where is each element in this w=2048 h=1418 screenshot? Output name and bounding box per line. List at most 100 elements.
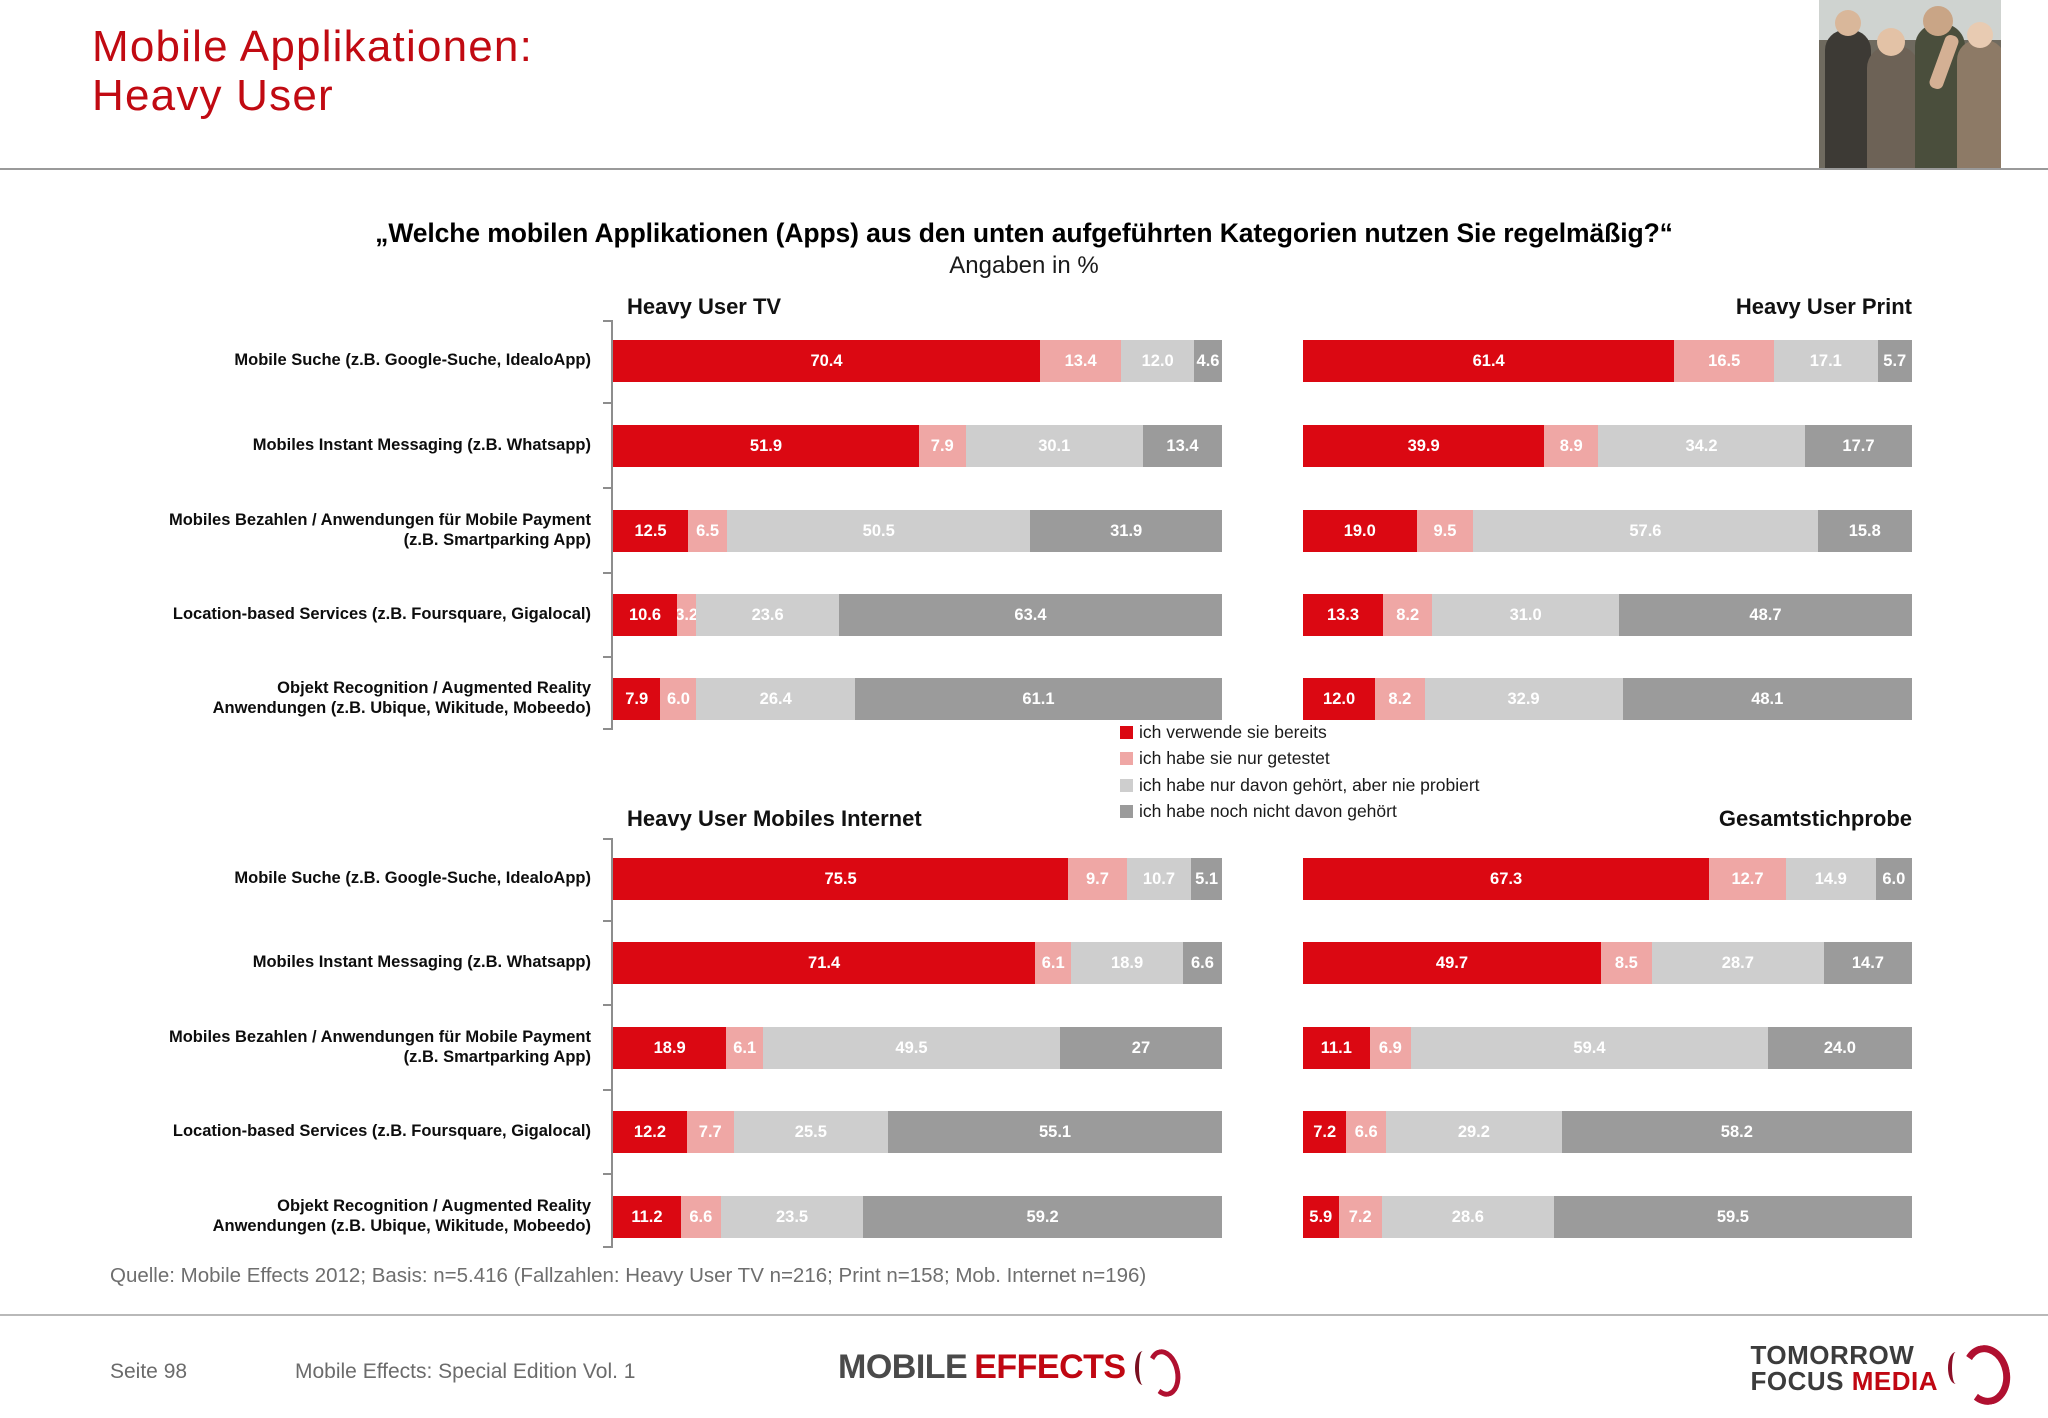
bar-segment: 8.2 bbox=[1383, 594, 1433, 636]
bar-segment: 7.7 bbox=[686, 1111, 734, 1153]
bar-value-label: 24.0 bbox=[1823, 1038, 1856, 1057]
category-label: Objekt Recognition / Augmented Reality A… bbox=[212, 679, 591, 718]
bar-segment: 9.7 bbox=[1068, 858, 1127, 900]
bar-value-label: 6.0 bbox=[666, 689, 690, 708]
axis-tick bbox=[603, 1173, 611, 1175]
bar-value-label: 8.5 bbox=[1614, 953, 1638, 972]
bar-value-label: 57.6 bbox=[1629, 521, 1662, 540]
page-number: Seite 98 bbox=[110, 1360, 188, 1383]
bar-value-label: 59.5 bbox=[1716, 1207, 1749, 1226]
bar-segment: 6.6 bbox=[680, 1196, 721, 1238]
bar-value-label: 6.5 bbox=[696, 521, 720, 540]
stacked-bar: 67.3 12.7 14.9 6.0 bbox=[1303, 858, 1912, 900]
bar-segment: 5.1 bbox=[1191, 858, 1222, 900]
bar-segment: 6.1 bbox=[726, 1027, 763, 1069]
bar-segment: 6.5 bbox=[688, 510, 728, 552]
bar-value-label: 31.9 bbox=[1110, 521, 1143, 540]
bar-value-label: 4.6 bbox=[1196, 351, 1220, 370]
question-text: „Welche mobilen Applikationen (Apps) aus… bbox=[375, 218, 1673, 248]
chart-legend: ich verwende sie bereits ich habe sie nur… bbox=[1120, 722, 1480, 828]
bar-value-label: 6.1 bbox=[1041, 953, 1065, 972]
bar-segment: 7.9 bbox=[613, 678, 661, 720]
bar-value-label: 67.3 bbox=[1490, 869, 1523, 888]
bar-value-label: 16.5 bbox=[1708, 351, 1741, 370]
legend-label: ich verwende sie bereits bbox=[1139, 721, 1327, 742]
bar-value-label: 18.9 bbox=[1111, 953, 1144, 972]
bar-segment: 28.7 bbox=[1651, 942, 1824, 984]
bar-segment: 8.9 bbox=[1544, 425, 1599, 467]
category-label: Location-based Services (z.B. Foursquare… bbox=[172, 1122, 591, 1140]
bar-segment: 25.5 bbox=[733, 1111, 889, 1153]
bar-segment: 6.6 bbox=[1346, 1111, 1387, 1153]
bar-segment: 13.4 bbox=[1040, 340, 1122, 382]
chart-title-print: Heavy User Print bbox=[1735, 294, 1912, 319]
bar-value-label: 59.4 bbox=[1573, 1038, 1606, 1057]
axis-tick bbox=[603, 320, 611, 322]
bar-segment: 49.7 bbox=[1303, 942, 1601, 984]
bar-value-label: 11.2 bbox=[631, 1207, 663, 1226]
bar-value-label: 14.7 bbox=[1851, 953, 1884, 972]
bar-segment: 51.9 bbox=[613, 425, 919, 467]
stacked-bar: 19.0 9.5 57.6 15.8 bbox=[1303, 510, 1912, 552]
bar-value-label: 34.2 bbox=[1685, 436, 1718, 455]
bar-segment: 10.6 bbox=[613, 594, 678, 636]
bar-value-label: 5.1 bbox=[1195, 869, 1219, 888]
bar-value-label: 5.9 bbox=[1309, 1207, 1333, 1226]
bar-value-label: 12.7 bbox=[1731, 869, 1764, 888]
bar-segment: 48.7 bbox=[1618, 594, 1912, 636]
axis-tick bbox=[603, 838, 611, 840]
bar-value-label: 30.1 bbox=[1038, 436, 1071, 455]
bar-value-label: 10.7 bbox=[1142, 869, 1176, 888]
bar-value-label: 63.4 bbox=[1014, 605, 1047, 624]
bar-value-label: 19.0 bbox=[1343, 521, 1376, 540]
bar-value-label: 50.5 bbox=[862, 521, 895, 540]
stacked-bar: 61.4 16.5 17.1 5.7 bbox=[1303, 340, 1912, 382]
source-note: Quelle: Mobile Effects 2012; Basis: n=5.… bbox=[110, 1264, 1147, 1287]
bar-value-label: 17.1 bbox=[1809, 351, 1842, 370]
legend-swatch-icon bbox=[1120, 725, 1133, 739]
bar-segment: 30.1 bbox=[965, 425, 1143, 467]
bar-value-label: 6.6 bbox=[1354, 1122, 1378, 1141]
bar-segment: 4.6 bbox=[1194, 340, 1222, 382]
bar-value-label: 14.9 bbox=[1814, 869, 1847, 888]
axis-tick bbox=[603, 487, 611, 489]
bar-segment: 6.9 bbox=[1369, 1027, 1412, 1069]
bar-segment: 8.2 bbox=[1375, 678, 1425, 720]
bar-value-label: 75.5 bbox=[824, 869, 857, 888]
category-label: Mobile Suche (z.B. Google-Suche, IdealoA… bbox=[234, 351, 591, 369]
bar-segment: 59.5 bbox=[1553, 1196, 1912, 1238]
bar-segment: 34.2 bbox=[1598, 425, 1805, 467]
bar-value-label: 7.2 bbox=[1313, 1122, 1337, 1141]
stacked-bar: 12.0 8.2 32.9 48.1 bbox=[1303, 678, 1912, 720]
bar-segment: 9.5 bbox=[1416, 510, 1474, 552]
stacked-bar: 75.5 9.7 10.7 5.1 bbox=[613, 858, 1222, 900]
bar-value-label: 11.1 bbox=[1320, 1038, 1352, 1057]
bar-segment: 6.6 bbox=[1182, 942, 1222, 984]
tfm-line-tomorrow: TOMORROW bbox=[1750, 1340, 1915, 1370]
logo-word-mobile: MOBILE bbox=[838, 1348, 968, 1386]
bar-value-label: 6.6 bbox=[689, 1207, 713, 1226]
bar-value-label: 27 bbox=[1131, 1038, 1151, 1057]
bar-value-label: 6.9 bbox=[1378, 1038, 1402, 1057]
bar-segment: 7.2 bbox=[1338, 1196, 1382, 1238]
stacked-bar: 13.3 8.2 31.0 48.7 bbox=[1303, 594, 1912, 636]
bar-value-label: 10.6 bbox=[628, 605, 662, 624]
bar-value-label: 7.9 bbox=[930, 436, 954, 455]
bar-value-label: 17.7 bbox=[1842, 436, 1875, 455]
chart-title-gesamt: Gesamtstichprobe bbox=[1718, 806, 1912, 831]
units-subtitle: Angaben in % bbox=[949, 252, 1099, 279]
bar-value-label: 8.2 bbox=[1396, 605, 1420, 624]
bar-value-label: 6.6 bbox=[1190, 953, 1214, 972]
axis-tick bbox=[603, 1004, 611, 1006]
bar-segment: 3.2 bbox=[677, 594, 697, 636]
bar-segment: 5.7 bbox=[1877, 340, 1912, 382]
bar-segment: 27 bbox=[1059, 1027, 1222, 1069]
tfm-swoosh-icon bbox=[1948, 1343, 2000, 1393]
mobile-effects-logo: MOBILE EFFECTS bbox=[838, 1348, 1169, 1387]
bar-segment: 11.1 bbox=[1303, 1027, 1370, 1069]
tfm-line-media: MEDIA bbox=[1851, 1366, 1938, 1396]
header-photo bbox=[1819, 0, 2001, 168]
legend-item: ich habe noch nicht davon gehört bbox=[1120, 801, 1480, 822]
bar-segment: 26.4 bbox=[696, 678, 856, 720]
bar-segment: 14.9 bbox=[1785, 858, 1876, 900]
